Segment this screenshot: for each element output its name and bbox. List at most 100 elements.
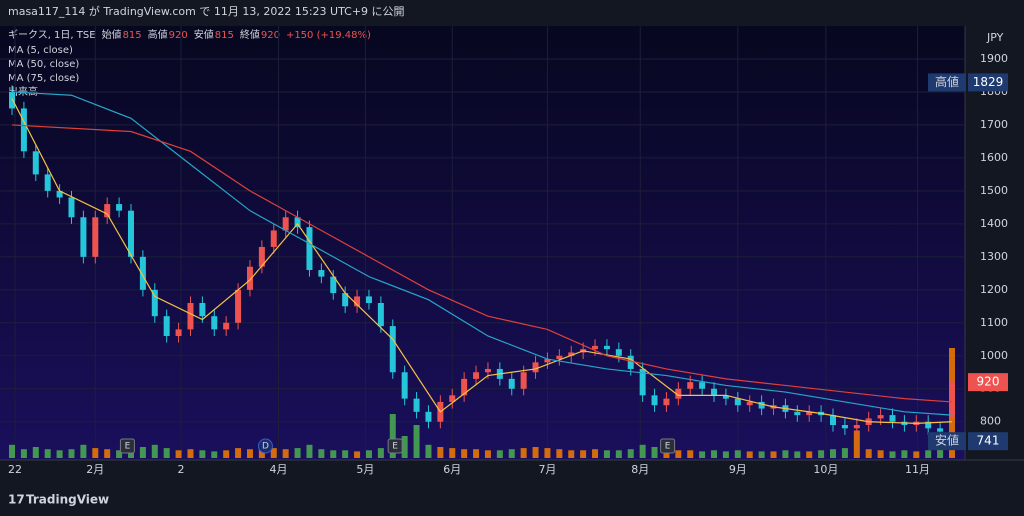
legend-text: +150 (+19.48%) <box>286 30 371 41</box>
candle-body <box>187 303 194 330</box>
candle-body <box>841 425 848 429</box>
candle-body <box>294 217 301 228</box>
volume-bar <box>699 451 706 458</box>
volume-bar <box>913 451 920 458</box>
candle-body <box>246 266 253 290</box>
volume-bar <box>354 451 361 458</box>
event-label: E <box>665 442 671 452</box>
candle-body <box>544 359 551 363</box>
ma-line <box>11 124 953 403</box>
y-tick-label: 1300 <box>980 250 1008 263</box>
candle-body <box>937 428 944 432</box>
candle-body <box>211 316 218 330</box>
volume-bar <box>437 447 444 458</box>
volume-bar <box>615 450 622 458</box>
event-marker <box>257 438 273 454</box>
candle-body <box>627 355 634 369</box>
volume-bar <box>853 430 860 458</box>
volume-bar <box>484 450 491 458</box>
volume-bar <box>496 450 503 458</box>
legend-text: 高値 <box>148 28 168 41</box>
volume-bar <box>20 449 27 458</box>
volume-bar <box>377 448 384 458</box>
volume-bar <box>44 449 51 458</box>
candle-body <box>473 372 480 379</box>
y-tick-label: 1500 <box>980 184 1008 197</box>
legend-text: ギークス, 1日, TSE <box>8 29 96 41</box>
volume-bar <box>925 450 932 458</box>
volume-bar <box>342 450 349 458</box>
y-tick-label: 1700 <box>980 118 1008 131</box>
volume-bar <box>603 450 610 458</box>
ma-line <box>11 98 953 424</box>
event-label: E <box>392 442 398 452</box>
volume-bar <box>401 436 408 458</box>
candle-body <box>199 303 206 317</box>
candle-body <box>853 425 860 429</box>
candle-body <box>235 289 242 323</box>
candle-body <box>56 190 63 198</box>
legend-text: 920 <box>169 30 188 41</box>
candle-body <box>139 256 146 290</box>
candle-body <box>377 303 384 327</box>
y-tick-label: 1200 <box>980 283 1008 296</box>
candle-body <box>44 174 51 191</box>
candle-body <box>639 368 646 396</box>
volume-bar <box>104 449 111 458</box>
volume-bar <box>68 449 75 458</box>
candle-body <box>306 227 313 271</box>
volume-bar <box>235 448 242 458</box>
volume-bar <box>687 450 694 458</box>
volume-bar <box>223 450 230 458</box>
event-marker <box>660 438 676 454</box>
candle-body <box>449 395 456 402</box>
volume-bar <box>722 451 729 458</box>
candle-body <box>330 276 337 294</box>
candle-body <box>699 382 706 389</box>
volume-bar <box>449 448 456 458</box>
tag-label: 安値 <box>935 433 959 448</box>
legend-text: 815 <box>123 30 142 41</box>
volume-bar <box>508 449 515 458</box>
volume-bar <box>270 448 277 458</box>
candle-body <box>282 217 289 231</box>
x-tick-label: 8月 <box>631 463 649 476</box>
volume-bar <box>592 449 599 458</box>
price-tag-text: 920 <box>977 375 1000 389</box>
price-tag-text: 1829 <box>973 75 1004 89</box>
candle-body <box>651 395 658 406</box>
volume-bar <box>580 450 587 458</box>
candle-body <box>889 415 896 422</box>
legend-text: 920 <box>261 30 280 41</box>
brand-logo: 𝟭𝟳 <box>8 493 25 507</box>
volume-bar <box>639 444 646 458</box>
tag-label-bg <box>928 432 966 451</box>
volume-bar <box>818 450 825 458</box>
volume-bar <box>532 447 539 458</box>
candle-body <box>258 246 265 267</box>
legend-text: 終値 <box>240 28 260 41</box>
plot-area <box>0 26 965 460</box>
y-tick-label: 800 <box>980 415 1001 428</box>
candle-body <box>830 415 837 426</box>
volume-bar <box>758 451 765 458</box>
candle-body <box>223 322 230 330</box>
event-label: E <box>125 442 131 452</box>
volume-bar <box>187 449 194 458</box>
legend-text: 安値 <box>194 28 214 41</box>
volume-bar <box>425 444 432 458</box>
volume-bar <box>413 425 420 458</box>
volume-bar <box>92 448 99 458</box>
legend-indicator: MA (75, close) <box>8 73 79 84</box>
x-tick-label: 7月 <box>538 463 556 476</box>
candle-body <box>806 411 813 416</box>
candle-body <box>389 326 396 373</box>
publish-info: masa117_114 が TradingView.com で 11月 13, … <box>8 4 405 18</box>
candle-body <box>734 398 741 406</box>
x-tick-label: 2 <box>177 463 184 476</box>
volume-bar <box>830 449 837 458</box>
volume-bar <box>80 444 87 458</box>
volume-bar <box>651 447 658 458</box>
